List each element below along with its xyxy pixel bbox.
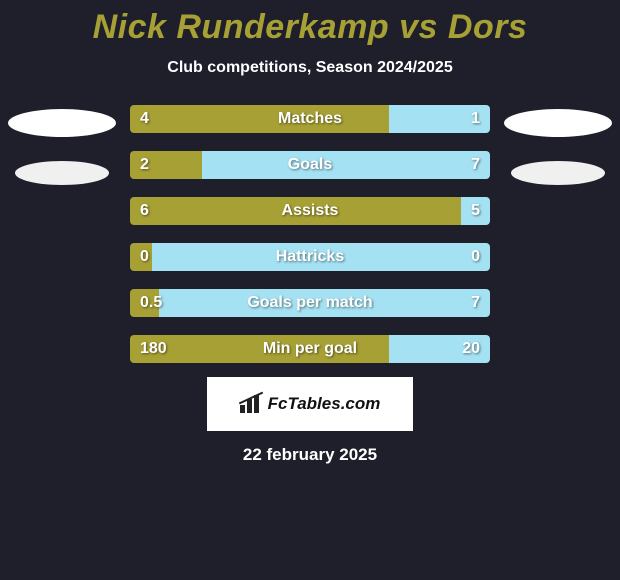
stat-bar-right xyxy=(202,151,490,179)
logo-box: FcTables.com xyxy=(207,377,413,431)
left-player-avatar xyxy=(8,109,116,137)
stat-bar-left xyxy=(130,335,389,363)
stat-value-left: 2 xyxy=(140,156,149,174)
stat-value-left: 0 xyxy=(140,248,149,266)
stat-row: Goals per match0.57 xyxy=(130,289,490,317)
stat-value-right: 20 xyxy=(462,340,480,358)
stat-value-right: 7 xyxy=(471,294,480,312)
stat-row: Assists65 xyxy=(130,197,490,225)
right-player-avatar xyxy=(504,109,612,137)
right-player-col xyxy=(504,105,612,209)
right-team-badge xyxy=(511,161,605,185)
stats-area: Matches41Goals27Assists65Hattricks00Goal… xyxy=(0,105,620,363)
stat-value-left: 0.5 xyxy=(140,294,162,312)
stat-row: Hattricks00 xyxy=(130,243,490,271)
left-team-badge xyxy=(15,161,109,185)
stat-bar-left xyxy=(130,105,389,133)
stat-bars: Matches41Goals27Assists65Hattricks00Goal… xyxy=(130,105,490,363)
stat-row: Goals27 xyxy=(130,151,490,179)
page-title: Nick Runderkamp vs Dors xyxy=(0,8,620,47)
stat-value-right: 5 xyxy=(471,202,480,220)
stat-bar-right xyxy=(152,243,490,271)
date-label: 22 february 2025 xyxy=(0,445,620,465)
logo-text: FcTables.com xyxy=(268,394,381,414)
stat-bar-right xyxy=(159,289,490,317)
stat-value-right: 0 xyxy=(471,248,480,266)
subtitle: Club competitions, Season 2024/2025 xyxy=(0,59,620,77)
stat-value-right: 1 xyxy=(471,110,480,128)
comparison-card: Nick Runderkamp vs Dors Club competition… xyxy=(0,0,620,465)
stat-value-left: 180 xyxy=(140,340,167,358)
stat-bar-left xyxy=(130,197,461,225)
stat-value-left: 4 xyxy=(140,110,149,128)
fctables-icon xyxy=(240,395,262,413)
left-player-col xyxy=(8,105,116,209)
stat-row: Matches41 xyxy=(130,105,490,133)
stat-value-left: 6 xyxy=(140,202,149,220)
stat-row: Min per goal18020 xyxy=(130,335,490,363)
stat-value-right: 7 xyxy=(471,156,480,174)
